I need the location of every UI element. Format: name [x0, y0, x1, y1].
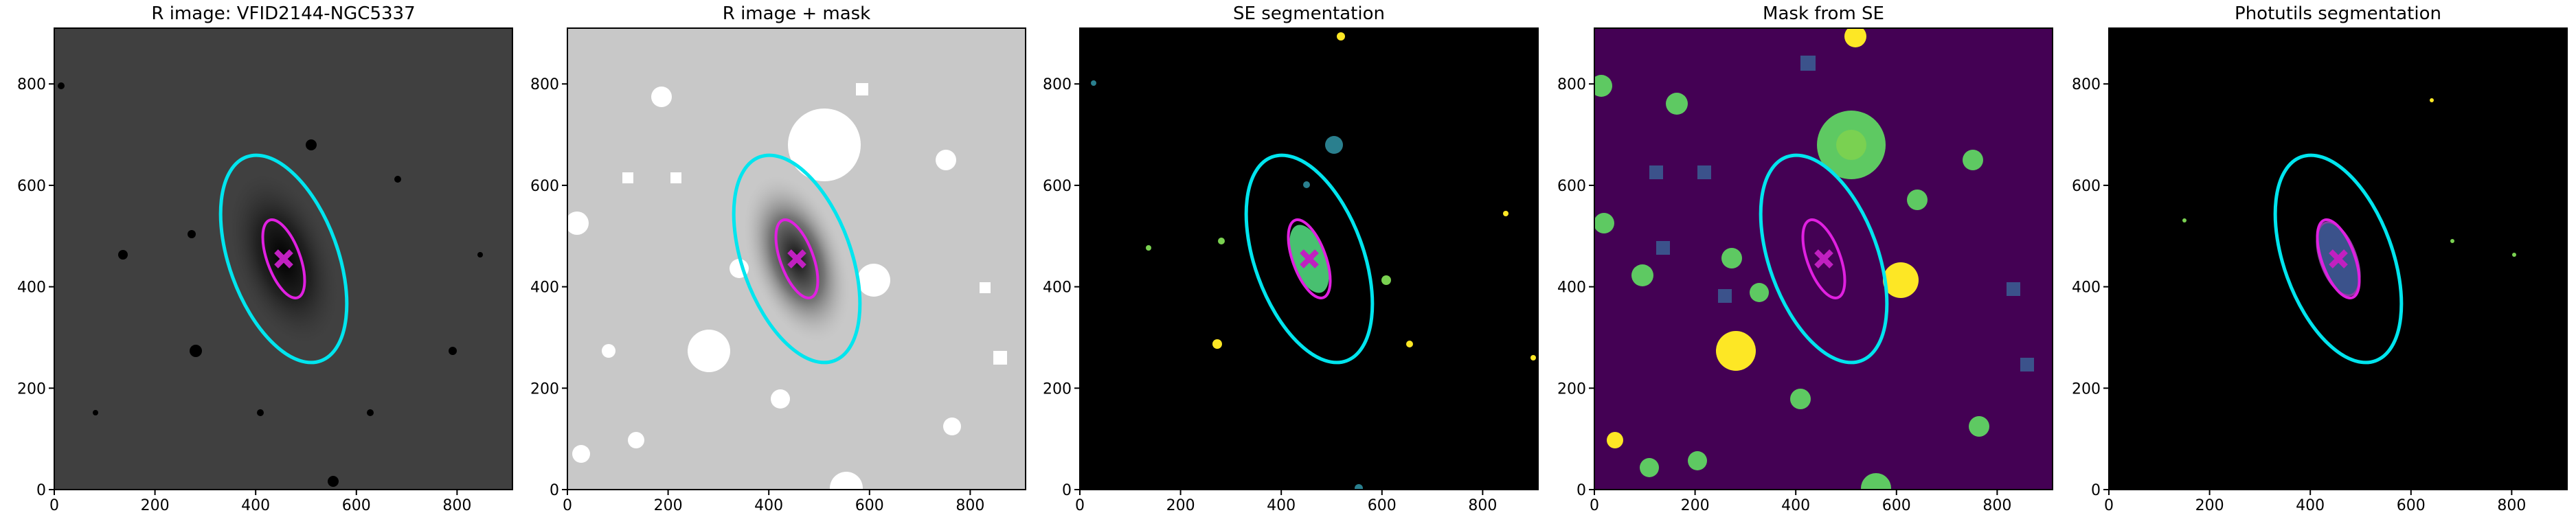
x-tick-label: 800: [442, 497, 471, 514]
x-tick-label: 400: [754, 497, 783, 514]
y-tick-label: 0: [1577, 482, 1586, 499]
y-tick-label: 200: [530, 380, 559, 398]
x-tick-label: 800: [956, 497, 984, 514]
x-tick-label: 200: [1681, 497, 1710, 514]
y-tick-label: 0: [2091, 482, 2101, 499]
y-tick-label: 200: [2072, 380, 2101, 398]
image-panel: [1080, 28, 1538, 490]
x-tick-label: 200: [654, 497, 683, 514]
x-tick-label: 0: [1590, 497, 1599, 514]
x-tick-label: 400: [1267, 497, 1296, 514]
panel-title: R image + mask: [723, 3, 871, 24]
x-tick-label: 600: [855, 497, 884, 514]
y-tick-label: 200: [17, 380, 46, 398]
x-tick-label: 600: [342, 497, 371, 514]
image-panel: [2109, 28, 2567, 490]
x-tick-label: 0: [49, 497, 59, 514]
y-tick-label: 0: [36, 482, 46, 499]
axes-frame: [1079, 27, 1539, 490]
y-tick-label: 800: [17, 76, 46, 93]
y-tick-label: 200: [1557, 380, 1586, 398]
y-tick-label: 800: [530, 76, 559, 93]
axes-frame: [1594, 27, 2053, 490]
x-tick-label: 400: [241, 497, 270, 514]
x-tick-label: 200: [2195, 497, 2224, 514]
y-tick-label: 600: [530, 178, 559, 195]
y-tick-label: 400: [17, 279, 46, 297]
x-tick-label: 400: [1781, 497, 1810, 514]
x-tick-label: 0: [2104, 497, 2114, 514]
y-tick-label: 600: [17, 178, 46, 195]
axes-frame: [2108, 27, 2568, 490]
y-tick-label: 400: [1557, 279, 1586, 297]
panel-title: Mask from SE: [1763, 3, 1884, 24]
x-tick-label: 600: [2397, 497, 2426, 514]
y-tick-label: 0: [550, 482, 559, 499]
y-tick-label: 800: [1043, 76, 1072, 93]
x-tick-label: 800: [2497, 497, 2526, 514]
image-panel: [1594, 28, 2053, 490]
panel-title: Photutils segmentation: [2235, 3, 2441, 24]
y-tick-label: 800: [1557, 76, 1586, 93]
axes-frame: [567, 27, 1026, 490]
x-tick-label: 600: [1882, 497, 1911, 514]
y-tick-label: 400: [2072, 279, 2101, 297]
x-tick-label: 0: [1075, 497, 1085, 514]
y-tick-label: 800: [2072, 76, 2101, 93]
axes-frame: [54, 27, 513, 490]
y-tick-label: 600: [1557, 178, 1586, 195]
x-tick-label: 200: [1166, 497, 1195, 514]
y-tick-label: 600: [1043, 178, 1072, 195]
x-tick-label: 600: [1368, 497, 1397, 514]
y-tick-label: 600: [2072, 178, 2101, 195]
x-tick-label: 800: [1982, 497, 2011, 514]
x-tick-label: 400: [2296, 497, 2325, 514]
image-panel: [567, 28, 1026, 490]
y-tick-label: 400: [1043, 279, 1072, 297]
y-tick-label: 400: [530, 279, 559, 297]
panel-title: SE segmentation: [1233, 3, 1385, 24]
y-tick-label: 0: [1062, 482, 1072, 499]
x-tick-label: 0: [563, 497, 572, 514]
image-panel: [54, 28, 512, 490]
x-tick-label: 200: [141, 497, 170, 514]
x-tick-label: 800: [1468, 497, 1497, 514]
panel-title: R image: VFID2144-NGC5337: [151, 3, 415, 24]
y-tick-label: 200: [1043, 380, 1072, 398]
